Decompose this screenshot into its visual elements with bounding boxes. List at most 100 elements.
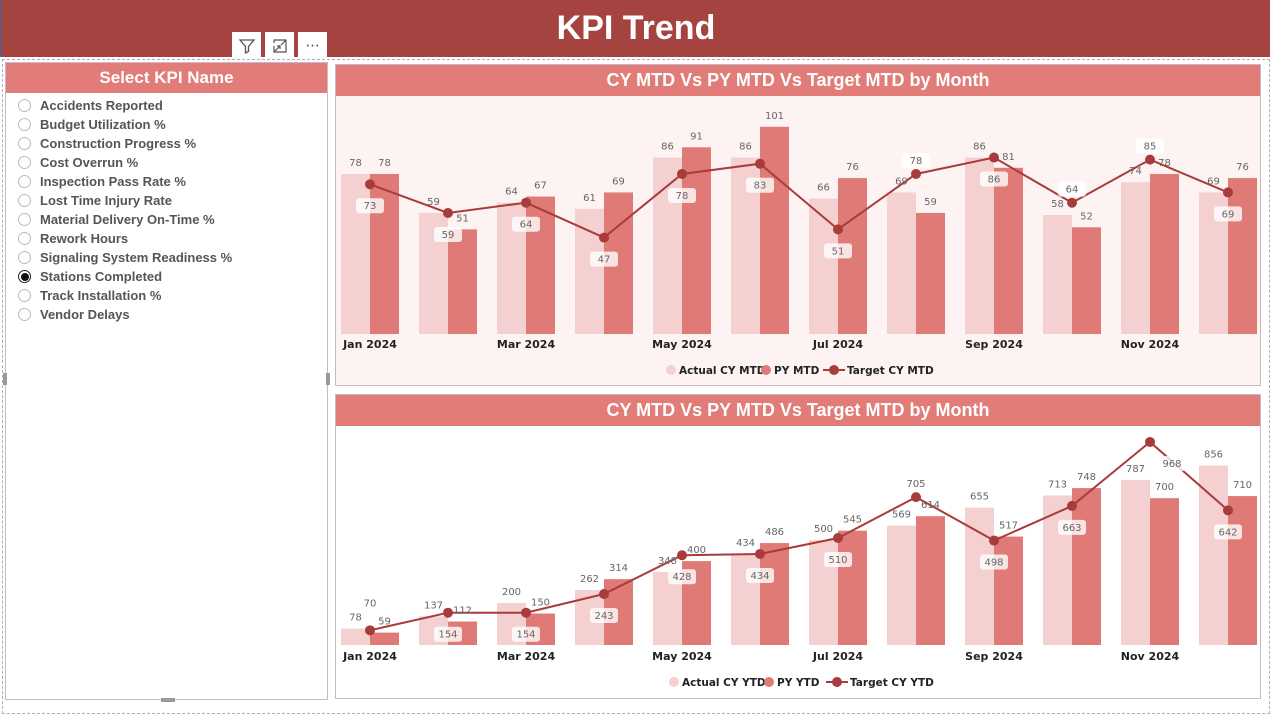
actual-bar[interactable] [887, 192, 916, 334]
radio-button[interactable] [18, 213, 31, 226]
target-point[interactable] [443, 207, 453, 218]
target-point[interactable] [599, 232, 609, 243]
py-bar[interactable] [448, 229, 477, 334]
target-point[interactable] [833, 533, 843, 544]
py-bar[interactable] [370, 632, 399, 645]
py-data-label: 69 [612, 176, 625, 187]
py-bar[interactable] [1150, 173, 1179, 334]
target-point[interactable] [1145, 154, 1155, 165]
radio-button[interactable] [18, 175, 31, 188]
target-point[interactable] [1067, 197, 1077, 208]
resize-handle[interactable] [326, 373, 330, 385]
actual-bar[interactable] [1121, 182, 1150, 334]
target-data-label: 51 [832, 246, 845, 257]
target-point[interactable] [755, 548, 765, 559]
py-bar[interactable] [916, 516, 945, 645]
actual-bar[interactable] [1043, 215, 1072, 334]
target-point[interactable] [833, 224, 843, 235]
actual-bar[interactable] [1121, 479, 1150, 645]
target-point[interactable] [365, 179, 375, 190]
slicer-option[interactable]: Signaling System Readiness % [18, 248, 327, 267]
slicer-option-label: Cost Overrun % [40, 155, 139, 170]
py-bar[interactable] [994, 167, 1023, 334]
py-bar[interactable] [1150, 498, 1179, 645]
py-bar[interactable] [1072, 227, 1101, 334]
slicer-option[interactable]: Lost Time Injury Rate [18, 191, 327, 210]
radio-button[interactable] [18, 99, 31, 112]
target-data-label: 64 [520, 220, 533, 231]
legend-py[interactable]: PY MTD [774, 365, 820, 377]
target-point[interactable] [989, 535, 999, 546]
radio-button[interactable] [18, 232, 31, 245]
py-bar[interactable] [370, 173, 399, 334]
radio-button[interactable] [18, 194, 31, 207]
actual-bar[interactable] [341, 628, 370, 645]
actual-bar[interactable] [809, 198, 838, 334]
py-bar[interactable] [1228, 178, 1257, 334]
py-bar[interactable] [1228, 496, 1257, 645]
target-point[interactable] [1145, 436, 1155, 447]
slicer-option[interactable]: Rework Hours [18, 229, 327, 248]
target-point[interactable] [599, 589, 609, 600]
target-point[interactable] [521, 607, 531, 618]
target-point[interactable] [365, 625, 375, 636]
filter-icon[interactable] [232, 32, 261, 59]
legend-actual[interactable]: Actual CY MTD [679, 365, 766, 377]
py-bar[interactable] [838, 530, 867, 645]
target-point[interactable] [677, 550, 687, 561]
resize-handle[interactable] [161, 698, 175, 702]
target-point[interactable] [911, 492, 921, 503]
chart-title: CY MTD Vs PY MTD Vs Target MTD by Month [336, 65, 1260, 96]
slicer-option[interactable]: Budget Utilization % [18, 115, 327, 134]
target-point[interactable] [443, 607, 453, 618]
radio-button[interactable] [18, 270, 31, 283]
label-box [746, 177, 774, 193]
slicer-option[interactable]: Material Delivery On-Time % [18, 210, 327, 229]
actual-bar[interactable] [575, 208, 604, 334]
target-point[interactable] [1223, 187, 1233, 198]
actual-bar[interactable] [965, 157, 994, 334]
actual-bar[interactable] [1199, 465, 1228, 645]
radio-button[interactable] [18, 156, 31, 169]
focus-mode-icon[interactable] [265, 32, 294, 59]
actual-bar[interactable] [965, 507, 994, 645]
slicer-option[interactable]: Track Installation % [18, 286, 327, 305]
slicer-option[interactable]: Cost Overrun % [18, 153, 327, 172]
slicer-option[interactable]: Construction Progress % [18, 134, 327, 153]
slicer-option[interactable]: Stations Completed [18, 267, 327, 286]
slicer-option[interactable]: Inspection Pass Rate % [18, 172, 327, 191]
legend-actual[interactable]: Actual CY YTD [682, 677, 766, 689]
mtd-chart: CY MTD Vs PY MTD Vs Target MTD by Month … [335, 64, 1261, 386]
more-options-icon[interactable]: ··· [298, 32, 327, 59]
py-bar[interactable] [760, 126, 789, 334]
target-point[interactable] [911, 168, 921, 179]
radio-button[interactable] [18, 118, 31, 131]
label-box [434, 226, 462, 242]
py-bar[interactable] [760, 543, 789, 645]
target-data-label: 78 [910, 156, 923, 167]
py-bar[interactable] [994, 536, 1023, 645]
py-bar[interactable] [916, 212, 945, 334]
target-point[interactable] [677, 168, 687, 179]
slicer-option[interactable]: Accidents Reported [18, 96, 327, 115]
py-bar[interactable] [682, 147, 711, 334]
actual-bar[interactable] [731, 553, 760, 645]
radio-button[interactable] [18, 289, 31, 302]
target-point[interactable] [989, 152, 999, 163]
target-point[interactable] [521, 197, 531, 208]
target-point[interactable] [1223, 505, 1233, 516]
resize-handle[interactable] [3, 373, 7, 385]
py-bar[interactable] [1072, 488, 1101, 645]
actual-bar[interactable] [341, 173, 370, 334]
legend-target[interactable]: Target CY YTD [850, 677, 934, 689]
radio-button[interactable] [18, 308, 31, 321]
legend-target[interactable]: Target CY MTD [847, 365, 934, 377]
actual-bar[interactable] [887, 525, 916, 645]
legend-py[interactable]: PY YTD [777, 677, 820, 689]
target-point[interactable] [1067, 500, 1077, 511]
actual-bar[interactable] [653, 157, 682, 334]
target-point[interactable] [755, 158, 765, 169]
radio-button[interactable] [18, 251, 31, 264]
slicer-option[interactable]: Vendor Delays [18, 305, 327, 324]
radio-button[interactable] [18, 137, 31, 150]
